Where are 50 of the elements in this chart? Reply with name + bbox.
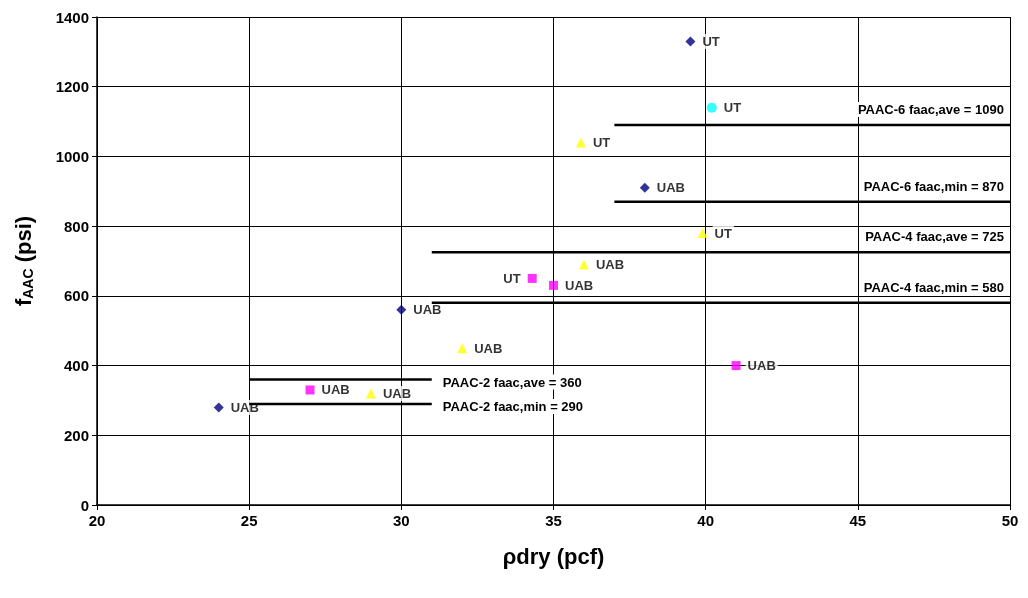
point	[396, 304, 407, 315]
point	[731, 361, 741, 371]
y-tick-label: 800	[63, 217, 89, 235]
point	[706, 102, 717, 113]
data-label: UAB	[565, 277, 594, 293]
x-tick-label: 30	[392, 512, 410, 529]
y-tick-label: 1400	[55, 8, 89, 26]
point	[685, 36, 696, 47]
data-label: UT	[702, 33, 720, 49]
y-axis-title: fAAC (psi)	[10, 215, 36, 307]
series-label: PAAC-2 faac,ave = 360	[442, 374, 582, 390]
x-tick-label: 50	[1001, 512, 1019, 529]
x-tick-label: 35	[545, 512, 562, 529]
data-label: UT	[503, 270, 521, 286]
point	[305, 385, 315, 395]
point	[213, 402, 224, 413]
series-label: PAAC-4 faac,ave = 725	[865, 229, 1004, 245]
series-label: PAAC-6 faac,ave = 1090	[857, 102, 1004, 118]
data-label: UAB	[747, 358, 776, 374]
data-label: UAB	[413, 302, 442, 318]
point	[527, 273, 537, 283]
data-label: UT	[714, 225, 733, 241]
point	[365, 388, 376, 399]
x-axis-title: ρdry (pcf)	[502, 543, 605, 569]
point	[639, 182, 650, 193]
point	[578, 259, 589, 270]
y-tick-label: 1200	[55, 78, 89, 96]
point	[457, 343, 468, 354]
y-tick-label: 400	[63, 357, 89, 375]
x-tick-label: 25	[240, 512, 258, 529]
series-label: PAAC-2 faac,min = 290	[442, 398, 584, 414]
data-label: UT	[592, 134, 611, 150]
series-label: PAAC-4 faac,min = 580	[863, 279, 1004, 295]
x-tick-label: 40	[697, 512, 715, 529]
data-label: UAB	[382, 385, 412, 401]
y-tick-label: 200	[63, 426, 89, 444]
y-tick-label: 1000	[55, 147, 89, 165]
data-label: UAB	[474, 340, 503, 356]
y-tick-label: 600	[63, 287, 89, 305]
point	[575, 137, 586, 148]
data-label: UAB	[321, 382, 350, 398]
data-label: UAB	[656, 180, 685, 196]
series-label: PAAC-6 faac,min = 870	[863, 178, 1004, 194]
y-tick-label: 0	[80, 496, 89, 514]
x-tick-label: 20	[88, 512, 106, 529]
data-label: UT	[723, 100, 742, 116]
x-tick-label: 45	[849, 512, 867, 529]
data-label: UAB	[595, 256, 625, 272]
point	[697, 228, 708, 239]
point	[549, 280, 558, 290]
